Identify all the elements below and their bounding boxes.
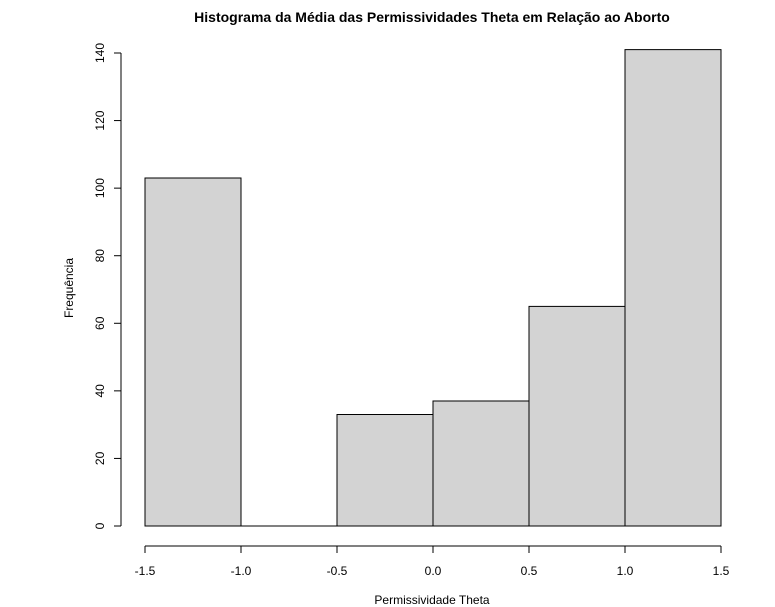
y-tick-label: 80 <box>93 249 107 263</box>
histogram-bar-2 <box>336 414 434 527</box>
x-tick-label: 1.0 <box>617 564 634 578</box>
y-tick-label: 40 <box>93 384 107 398</box>
x-tick-label: -0.5 <box>327 564 348 578</box>
x-axis: -1.5 -1.0 -0.5 0.0 0.5 1.0 1.5 <box>135 545 730 578</box>
x-tick-label: 0.5 <box>521 564 538 578</box>
y-axis-label: Frequência <box>62 258 76 318</box>
y-tick-label: 60 <box>93 316 107 330</box>
y-tick-label: 100 <box>93 178 107 198</box>
y-tick-label: 20 <box>93 451 107 465</box>
histogram-bar-3 <box>432 400 530 527</box>
y-tick-label: 0 <box>93 522 107 529</box>
x-tick-label: -1.0 <box>231 564 252 578</box>
chart-title: Histograma da Média das Permissividades … <box>194 9 670 25</box>
x-tick-label: 1.5 <box>713 564 730 578</box>
histogram-bar-4 <box>528 305 626 527</box>
x-tick-label: 0.0 <box>425 564 442 578</box>
y-tick-label: 140 <box>93 43 107 63</box>
y-axis: 0 20 40 60 80 100 120 140 <box>93 43 122 529</box>
histogram-bar-5 <box>624 49 722 527</box>
y-tick-label: 120 <box>93 110 107 130</box>
x-axis-label: Permissividade Theta <box>374 593 489 607</box>
x-tick-label: -1.5 <box>135 564 156 578</box>
histogram-bar-0 <box>144 177 242 527</box>
bars-group <box>144 49 722 527</box>
